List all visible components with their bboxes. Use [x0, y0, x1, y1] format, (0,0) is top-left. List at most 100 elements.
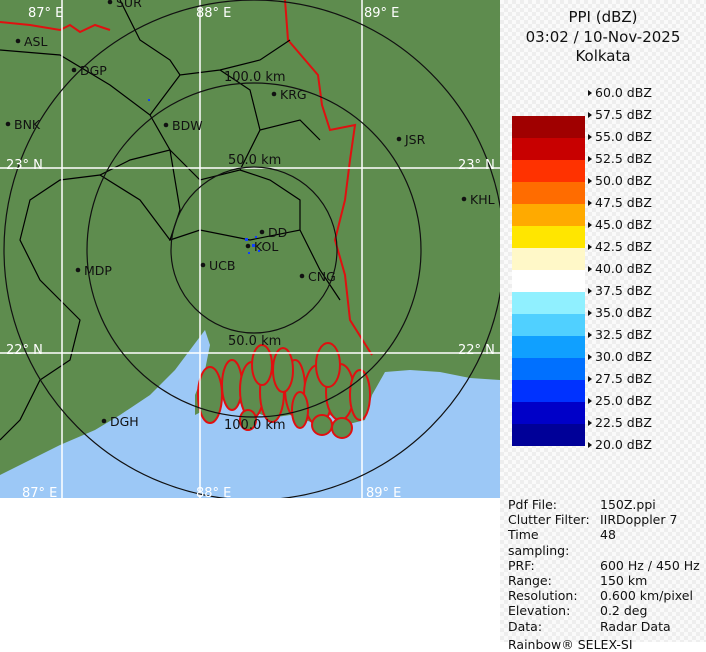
range-ring-150	[3, 0, 500, 498]
legend-label: 37.5 dBZ	[588, 283, 652, 298]
color-band	[512, 138, 585, 160]
city-dot-icon	[5, 121, 11, 127]
legend-label: 40.0 dBZ	[588, 261, 652, 276]
info-value: 600 Hz / 450 Hz	[600, 557, 700, 573]
info-row: Pdf File: 150Z.ppi	[508, 497, 700, 512]
island	[197, 366, 223, 424]
city-label: DGP	[80, 63, 107, 78]
info-key: Time sampling:	[508, 527, 570, 558]
ring-label: 50.0 km	[228, 334, 281, 349]
island	[251, 344, 273, 386]
city-dot-icon	[396, 136, 402, 142]
legend-label: 25.0 dBZ	[588, 393, 652, 408]
radar-map: 50.0 km 100.0 km 50.0 km 100.0 km 87° E …	[0, 0, 500, 498]
legend-label: 52.5 dBZ	[588, 151, 652, 166]
color-band	[512, 226, 585, 248]
city-dot-icon	[245, 243, 251, 249]
grid-label: 89° E	[366, 486, 401, 498]
grid-label: 87° E	[28, 6, 63, 21]
city-label: BNK	[14, 117, 41, 132]
island	[315, 342, 341, 388]
info-row: Elevation: 0.2 deg	[508, 603, 700, 618]
legend-label: 30.0 dBZ	[588, 349, 652, 364]
info-value: 150 km	[600, 573, 648, 589]
site-name: Kolkata	[575, 47, 631, 65]
city-label: MDP	[84, 263, 112, 278]
island	[331, 417, 353, 439]
color-band	[512, 402, 585, 424]
lat-lon-grid	[0, 0, 500, 498]
color-band	[512, 160, 585, 182]
ring-label: 100.0 km	[224, 70, 286, 85]
info-row: Range: 150 km	[508, 573, 700, 588]
city-dot-icon	[75, 267, 81, 273]
color-band	[512, 336, 585, 358]
color-band	[512, 292, 585, 314]
grid-label: 22° N	[6, 343, 43, 358]
color-band	[512, 380, 585, 402]
color-band	[512, 204, 585, 226]
legend-label: 22.5 dBZ	[588, 415, 652, 430]
range-ring-50	[170, 166, 338, 334]
info-value: 0.600 km/pixel	[600, 588, 693, 604]
color-band	[512, 358, 585, 380]
range-rings	[3, 0, 500, 498]
city-dot-icon	[299, 273, 305, 279]
ring-labels: 50.0 km 100.0 km 50.0 km 100.0 km	[224, 70, 286, 433]
info-row: Time sampling: 48	[508, 527, 700, 557]
city-label: UCB	[209, 258, 235, 273]
info-key: Data:	[508, 618, 543, 634]
grid-label: 88° E	[196, 486, 231, 498]
info-row: Clutter Filter: IIRDoppler 7	[508, 512, 700, 527]
color-band	[512, 314, 585, 336]
info-key: Resolution:	[508, 588, 578, 604]
city-dot-icon	[71, 67, 77, 73]
legend-label: 60.0 dBZ	[588, 85, 652, 100]
software-credit: Rainbow® SELEX-SI	[508, 636, 633, 652]
legend-label: 55.0 dBZ	[588, 129, 652, 144]
city-dot-icon	[271, 91, 277, 97]
island	[221, 359, 243, 411]
info-value: 150Z.ppi	[600, 497, 656, 512]
info-value: IIRDoppler 7	[600, 512, 678, 528]
city-label: KRG	[280, 87, 307, 102]
legend-label: 42.5 dBZ	[588, 239, 652, 254]
city-dot-icon	[461, 196, 467, 202]
legend-label: 32.5 dBZ	[588, 327, 652, 342]
info-row: Resolution: 0.600 km/pixel	[508, 588, 700, 603]
grid-labels: 87° E 88° E 89° E 87° E 88° E 89° E 23° …	[6, 6, 495, 498]
legend-label: 27.5 dBZ	[588, 371, 652, 386]
city-label: KOL	[254, 239, 278, 254]
city-label: JSR	[404, 132, 426, 147]
info-key: Pdf File:	[508, 497, 557, 512]
island	[272, 347, 294, 393]
product-title: PPI (dBZ)	[568, 8, 638, 26]
city-label: SUR	[116, 0, 142, 10]
city-dot-icon	[163, 122, 169, 128]
city-dot-icon	[101, 418, 107, 424]
color-band	[512, 116, 585, 138]
grid-label: 22° N	[458, 343, 495, 358]
city-dot-icon	[107, 0, 113, 5]
info-row: Data: Radar Data	[508, 619, 700, 634]
grid-label: 23° N	[6, 158, 43, 173]
city-label: ASL	[24, 34, 47, 49]
legend-label: 20.0 dBZ	[588, 437, 652, 452]
city-dot-icon	[15, 38, 21, 44]
color-band	[512, 270, 585, 292]
info-value: Radar Data	[600, 618, 671, 634]
legend-label: 45.0 dBZ	[588, 217, 652, 232]
ring-label: 100.0 km	[224, 418, 286, 433]
legend-label: 50.0 dBZ	[588, 173, 652, 188]
city-dot-icon	[259, 229, 265, 235]
district-boundaries	[0, 0, 341, 441]
city-label: BDW	[172, 118, 203, 133]
range-ring-100	[86, 82, 422, 418]
color-band	[512, 424, 585, 446]
legend-panel: PPI (dBZ) 03:02 / 10-Nov-2025 Kolkata 60…	[500, 0, 706, 642]
info-key: Clutter Filter:	[508, 512, 590, 528]
grid-label: 87° E	[22, 486, 57, 498]
city-label: DGH	[110, 414, 139, 429]
info-key: Range:	[508, 573, 552, 589]
